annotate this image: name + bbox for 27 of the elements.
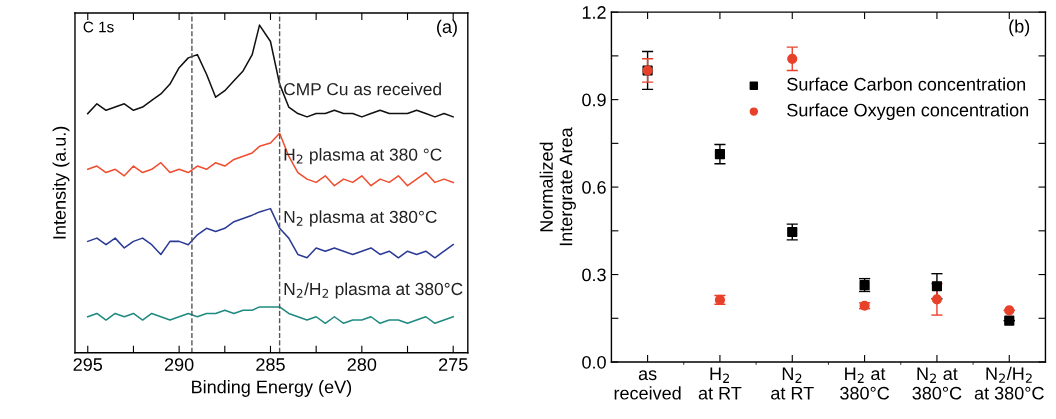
x-axis-title: Binding Energy (eV) (192, 380, 352, 397)
y-axis-title: Normalized Intergrate Area (539, 127, 576, 246)
x-tick-label: N$_{2}$ at 380°C (912, 367, 962, 400)
y-tick-label: 0.3 (582, 268, 606, 282)
legend-label: Surface Carbon concentration (787, 77, 1026, 91)
x-tick-label: as received (614, 370, 681, 400)
y-axis-title: Intensity (a.u.) (52, 126, 70, 239)
x-tick-label: 295 (73, 358, 103, 371)
x-tick-label: H$_{2}$ at RT (698, 367, 742, 400)
x-tick-label: N$_{2}$/H$_{2}$ at 380°C (974, 366, 1044, 400)
y-tick-label: 0.9 (582, 93, 606, 107)
series-label: N$_{2}$ plasma at 380°C (284, 210, 437, 227)
x-tick-label: N$_{2}$ at RT (771, 367, 814, 400)
legend-label: Surface Oxygen concentration (787, 103, 1029, 121)
x-tick-label: 290 (164, 358, 194, 371)
annotation: (a) (437, 19, 457, 37)
y-tick-label: 0.0 (582, 355, 606, 369)
annotation: (b) (1009, 19, 1030, 37)
x-tick-label: 280 (347, 358, 377, 371)
x-tick-label: H$_{2}$ at 380°C (840, 367, 890, 400)
x-tick-label: 285 (256, 358, 285, 371)
y-tick-label: 1.2 (582, 6, 606, 19)
annotation: C 1s (83, 21, 114, 33)
x-tick-label: 275 (439, 358, 468, 371)
y-tick-label: 0.6 (582, 181, 606, 194)
series-label: N$_{2}$/H$_{2}$ plasma at 380°C (284, 282, 463, 299)
series-label: CMP Cu as received (284, 82, 441, 96)
